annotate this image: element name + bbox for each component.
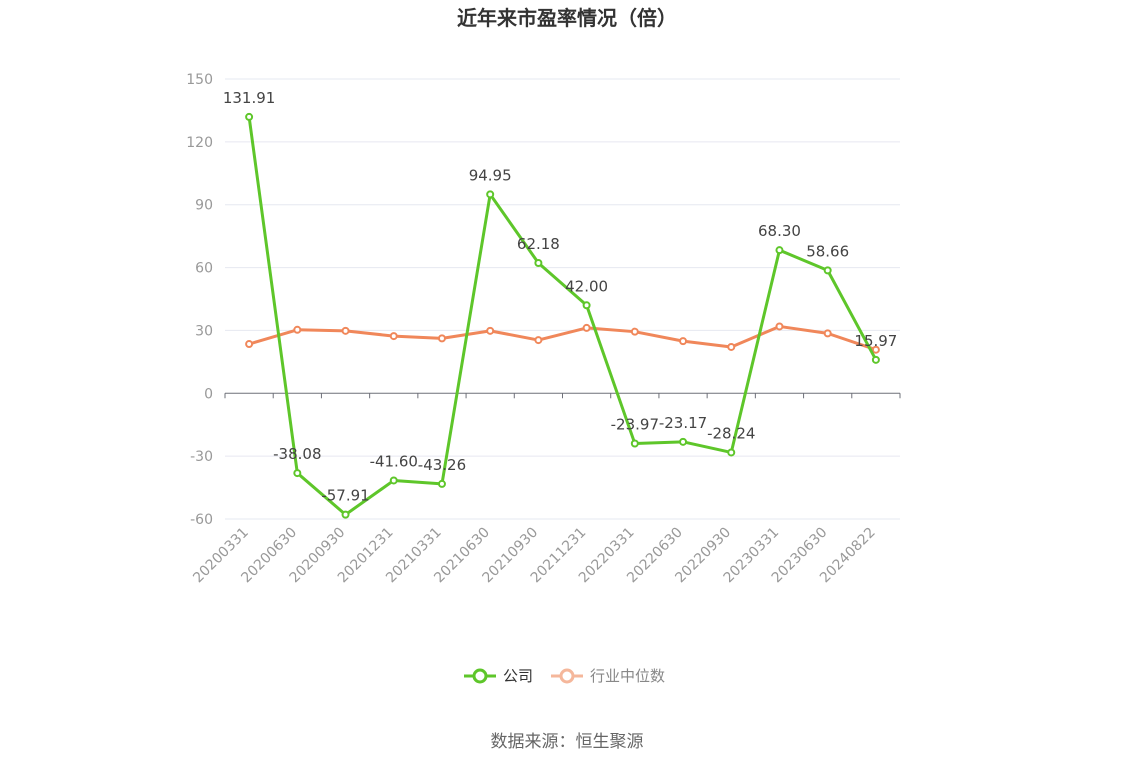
legend-label-industry-median: 行业中位数: [590, 667, 665, 685]
data-point-industry-median[interactable]: [630, 327, 639, 336]
data-point-company[interactable]: [582, 301, 591, 310]
data-point-industry-median[interactable]: [389, 332, 398, 341]
series-line-company: [247, 116, 878, 517]
data-label: 68.30: [758, 222, 801, 240]
series-line-industry-median: [248, 324, 877, 352]
data-point-company[interactable]: [775, 246, 784, 255]
legend[interactable]: 公司 行业中位数: [464, 667, 665, 685]
y-tick-label: 30: [195, 323, 213, 339]
data-point-industry-median[interactable]: [582, 323, 591, 332]
data-point-industry-median[interactable]: [775, 322, 784, 331]
data-point-industry-median[interactable]: [534, 336, 543, 345]
data-point-company[interactable]: [341, 510, 350, 519]
data-label: -23.17: [659, 414, 707, 432]
data-point-company[interactable]: [679, 437, 688, 446]
y-tick-label: 120: [186, 135, 213, 151]
data-point-company[interactable]: [389, 476, 398, 485]
data-label: -38.08: [273, 445, 321, 463]
data-label: -57.91: [321, 487, 369, 505]
y-tick-label: 90: [195, 198, 213, 214]
data-point-industry-median[interactable]: [341, 326, 350, 335]
legend-item-industry-median[interactable]: 行业中位数: [551, 667, 665, 685]
y-tick-label: 0: [204, 386, 213, 402]
data-label: 131.91: [223, 89, 276, 107]
data-point-industry-median[interactable]: [871, 345, 880, 354]
data-point-company[interactable]: [871, 355, 880, 364]
legend-label-company: 公司: [503, 667, 533, 685]
data-label: -28.24: [707, 424, 755, 442]
data-point-industry-median[interactable]: [679, 337, 688, 346]
data-point-company[interactable]: [293, 469, 302, 478]
chart-title: 近年来市盈率情况（倍）: [457, 6, 677, 30]
data-label: -43.26: [418, 456, 466, 474]
y-tick-label: 60: [195, 261, 213, 277]
y-tick-label: -30: [190, 449, 213, 465]
data-label: 15.97: [854, 332, 897, 350]
data-source: 数据来源：恒生聚源: [491, 732, 644, 752]
data-label: 42.00: [565, 277, 608, 295]
data-point-industry-median[interactable]: [823, 329, 832, 338]
data-point-company[interactable]: [534, 259, 543, 268]
data-labels: 131.91 -38.08 -57.91-41.60 -43.26 94.95 62.18…: [223, 89, 898, 505]
data-label: 62.18: [517, 235, 560, 253]
data-point-industry-median[interactable]: [293, 325, 302, 334]
data-point-company[interactable]: [245, 112, 254, 121]
data-label: -23.97: [611, 416, 659, 434]
x-axis: 2020033120200630202009302020123120210331…: [190, 392, 901, 586]
data-label: -41.60: [370, 452, 418, 470]
y-tick-label: 150: [186, 72, 213, 88]
data-point-company[interactable]: [630, 439, 639, 448]
y-tick-label: -60: [190, 512, 213, 528]
data-point-industry-median[interactable]: [486, 326, 495, 335]
series-layer: [245, 112, 880, 519]
data-point-industry-median[interactable]: [437, 334, 446, 343]
y-axis: -60 -30 0 30 60 90 120 150: [186, 72, 213, 528]
grid-lines: [225, 78, 900, 520]
data-point-company[interactable]: [437, 479, 446, 488]
data-label: 94.95: [469, 166, 512, 184]
data-point-company[interactable]: [823, 266, 832, 275]
data-point-company[interactable]: [486, 190, 495, 199]
data-point-industry-median[interactable]: [245, 340, 254, 349]
data-label: 58.66: [806, 242, 849, 260]
data-point-industry-median[interactable]: [727, 342, 736, 351]
data-point-company[interactable]: [727, 448, 736, 457]
legend-item-company[interactable]: 公司: [464, 667, 533, 685]
